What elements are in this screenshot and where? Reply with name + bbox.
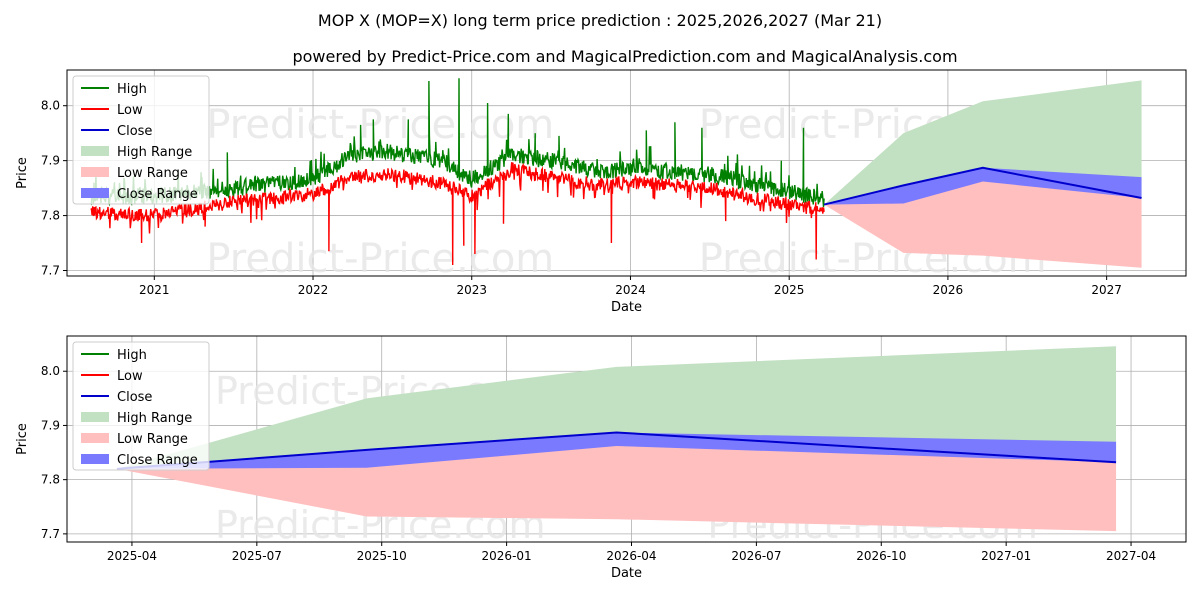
legend-low-range-swatch bbox=[81, 167, 109, 177]
x-tick-label: 2026-04 bbox=[606, 549, 656, 563]
x-tick-label: 2025-10 bbox=[357, 549, 407, 563]
legend-high-range-label: High Range bbox=[117, 145, 192, 160]
legend-close-label: Close bbox=[117, 124, 152, 139]
legend-high-label: High bbox=[117, 348, 147, 363]
y-tick-label: 7.9 bbox=[41, 154, 60, 168]
x-axis-label: Date bbox=[611, 300, 642, 315]
axes-frame bbox=[66, 69, 1187, 277]
y-tick-label: 7.7 bbox=[41, 527, 60, 541]
watermark-text: Predict-Price.com bbox=[206, 236, 554, 282]
legend-low-range-swatch bbox=[81, 433, 109, 443]
legend-close-range-label: Close Range bbox=[117, 187, 198, 202]
plot-area bbox=[116, 346, 1117, 532]
x-tick-label: 2026-10 bbox=[856, 549, 906, 563]
close-forecast-line bbox=[823, 166, 1142, 206]
x-tick-label: 2026 bbox=[933, 283, 964, 297]
x-tick-label: 2022 bbox=[298, 283, 329, 297]
x-tick-label: 2026-01 bbox=[482, 549, 532, 563]
y-axis-label: Price bbox=[15, 157, 30, 189]
close-forecast-line bbox=[116, 431, 1117, 470]
x-tick-label: 2025 bbox=[774, 283, 805, 297]
forecast-zoom-panel: Predict-Price.comPredict-Price.comPredic… bbox=[15, 335, 1187, 581]
x-tick-label: 2026-07 bbox=[731, 549, 781, 563]
legend-close-range-swatch bbox=[81, 454, 109, 464]
low-history-line bbox=[90, 162, 825, 266]
legend: High Low Close High Range Low Range Close Ran… bbox=[72, 75, 210, 205]
axes-frame bbox=[66, 335, 1187, 543]
legend-low-label: Low bbox=[117, 103, 143, 118]
legend-high-range-swatch bbox=[81, 146, 109, 156]
y-tick-label: 7.9 bbox=[41, 418, 60, 432]
legend-close-label: Close bbox=[117, 390, 152, 405]
x-tick-label: 2027 bbox=[1091, 283, 1122, 297]
chart-subtitle: powered by Predict-Price.com and Magical… bbox=[292, 47, 957, 66]
x-tick-label: 2025-04 bbox=[107, 549, 157, 563]
x-tick-label: 2023 bbox=[456, 283, 487, 297]
chart-title: MOP X (MOP=X) long term price prediction… bbox=[318, 11, 882, 30]
high-history-line bbox=[90, 78, 825, 208]
x-tick-label: 2027-04 bbox=[1106, 549, 1156, 563]
tick-group: 2025-04 2025-07 2025-10 2026-01 2026-04 2026-… bbox=[41, 364, 1156, 563]
x-tick-label: 2021 bbox=[139, 283, 170, 297]
x-tick-label: 2024 bbox=[615, 283, 646, 297]
x-axis-label: Date bbox=[611, 566, 642, 581]
y-tick-label: 7.8 bbox=[41, 209, 60, 223]
x-tick-label: 2025-07 bbox=[232, 549, 282, 563]
legend-low-range-label: Low Range bbox=[117, 432, 188, 447]
legend-close-range-swatch bbox=[81, 188, 109, 198]
y-tick-label: 8.0 bbox=[41, 364, 60, 378]
y-axis-label: Price bbox=[15, 423, 30, 455]
x-tick-label: 2027-01 bbox=[981, 549, 1031, 563]
plot-area bbox=[90, 78, 1142, 268]
legend: High Low Close High Range Low Range Close Ran… bbox=[72, 341, 210, 471]
close-range-area bbox=[824, 167, 1142, 205]
legend-close-range-label: Close Range bbox=[117, 453, 198, 468]
y-tick-label: 8.0 bbox=[41, 99, 60, 113]
legend-high-range-label: High Range bbox=[117, 411, 192, 426]
y-tick-label: 7.8 bbox=[41, 473, 60, 487]
close-range-area bbox=[116, 432, 1117, 469]
y-tick-label: 7.7 bbox=[41, 264, 60, 278]
tick-group: 2021 2022 2023 2024 2025 2026 2027 7.7 7.8 7.9 8.0 bbox=[41, 99, 1122, 297]
legend-low-range-label: Low Range bbox=[117, 166, 188, 181]
legend-high-label: High bbox=[117, 82, 147, 97]
legend-low-label: Low bbox=[117, 369, 143, 384]
legend-high-range-swatch bbox=[81, 412, 109, 422]
history-and-forecast-panel: Predict-Price.com Predict-Price.comPredic… bbox=[15, 69, 1187, 315]
